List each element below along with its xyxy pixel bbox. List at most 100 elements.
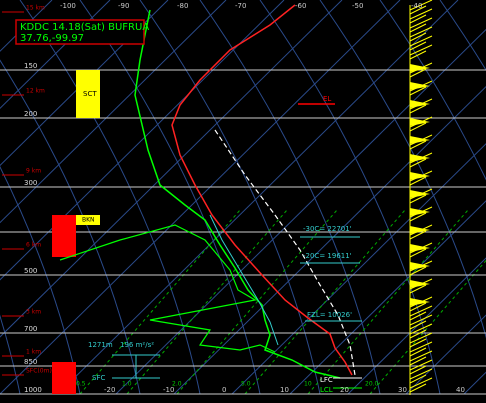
mixing-ratio-line bbox=[369, 259, 486, 395]
mixing-ratio-label: 10 bbox=[304, 381, 312, 388]
station-title: KDDC 14.18(Sat) BUFRUA bbox=[20, 22, 149, 33]
dewpoint-line bbox=[134, 9, 341, 379]
isotherm bbox=[0, 0, 285, 281]
barb bbox=[409, 224, 433, 240]
barb bbox=[409, 368, 433, 384]
barb bbox=[409, 98, 433, 114]
isotherm bbox=[0, 0, 111, 110]
level-label: LCL bbox=[320, 386, 333, 394]
isotherm bbox=[405, 314, 486, 395]
cloud-bar bbox=[52, 362, 76, 394]
pressure-label: 850 bbox=[24, 358, 37, 366]
temp-label: -90 bbox=[118, 2, 129, 10]
dry-adiabat bbox=[319, 0, 486, 339]
cloud-label: SCT bbox=[83, 90, 97, 98]
barb bbox=[409, 242, 433, 258]
barb bbox=[409, 206, 433, 222]
dry-adiabat bbox=[79, 0, 261, 395]
temp-label: -40 bbox=[411, 2, 422, 10]
temp-label: -60 bbox=[295, 2, 306, 10]
barb bbox=[409, 152, 433, 168]
level-label: FZL= 10026' bbox=[307, 311, 352, 319]
virtual-temp-line bbox=[209, 214, 279, 346]
height-label: 9 km bbox=[26, 168, 41, 175]
temp-label: 40 bbox=[456, 386, 465, 394]
height-label: 12 km bbox=[26, 88, 45, 95]
isotherm bbox=[0, 0, 169, 167]
isotherm bbox=[0, 0, 343, 338]
temp-label: 20 bbox=[340, 386, 349, 394]
parcel-line bbox=[214, 129, 356, 376]
dry-adiabat bbox=[0, 59, 141, 395]
barb bbox=[409, 296, 433, 312]
isotherm bbox=[0, 0, 401, 395]
temp-label: -20 bbox=[104, 386, 115, 394]
barb bbox=[409, 188, 433, 204]
barb bbox=[409, 80, 433, 96]
temp-label: 10 bbox=[280, 386, 289, 394]
barb bbox=[409, 377, 433, 393]
el-label: EL bbox=[323, 95, 331, 103]
barb bbox=[409, 350, 433, 366]
barb bbox=[409, 134, 433, 150]
mixing-ratio-line bbox=[244, 209, 406, 395]
temp-label: -70 bbox=[235, 2, 246, 10]
pressure-label: 1000 bbox=[24, 386, 42, 394]
dry-adiabat bbox=[439, 0, 486, 71]
dry-adiabat bbox=[0, 165, 81, 395]
mixing-ratio-label: 20.0 bbox=[365, 381, 379, 388]
mixing-ratio-label: 1.0 bbox=[122, 381, 132, 388]
barb bbox=[409, 332, 433, 348]
barb bbox=[409, 8, 433, 24]
dry-adiabat bbox=[139, 0, 321, 395]
barb bbox=[409, 116, 433, 132]
barb bbox=[409, 359, 433, 375]
height-label: 1 km bbox=[26, 349, 41, 356]
level-label: SFC bbox=[92, 374, 105, 382]
isotherm bbox=[289, 200, 486, 395]
mixing-ratio-line bbox=[176, 209, 338, 395]
pressure-label: 700 bbox=[24, 325, 37, 333]
pressure-label: 150 bbox=[24, 62, 37, 70]
temp-label: -10 bbox=[163, 386, 174, 394]
isotherm bbox=[115, 28, 486, 395]
height-label: SFC(0m) bbox=[26, 368, 52, 375]
barb bbox=[409, 278, 433, 294]
isotherm bbox=[231, 143, 486, 395]
temperature-line bbox=[171, 4, 353, 376]
mixing-ratio-label: 5.0 bbox=[241, 381, 251, 388]
temp-label: -80 bbox=[177, 2, 188, 10]
pressure-label: 500 bbox=[24, 267, 37, 275]
barb bbox=[409, 341, 433, 357]
temp-label: -50 bbox=[352, 2, 363, 10]
mixing-ratio-line bbox=[126, 209, 288, 395]
height-label: 6 km bbox=[26, 242, 41, 249]
barb bbox=[409, 314, 433, 330]
dry-adiabat bbox=[0, 314, 21, 395]
barb bbox=[409, 305, 433, 321]
level-label: 1271m bbox=[88, 341, 113, 349]
mixing-ratio-line bbox=[79, 209, 241, 395]
barb bbox=[409, 35, 433, 51]
barb bbox=[409, 26, 433, 42]
mixing-ratio-line bbox=[307, 209, 469, 395]
pressure-label: 300 bbox=[24, 179, 37, 187]
temp-label: 30 bbox=[398, 386, 407, 394]
level-label: LFC bbox=[320, 376, 333, 384]
temp-label: 0 bbox=[222, 386, 226, 394]
height-label: 15 km bbox=[26, 5, 45, 12]
barb bbox=[409, 17, 433, 33]
wetbulb-line bbox=[59, 224, 276, 353]
isotherm bbox=[0, 0, 227, 224]
level-label: 196 m²/s² bbox=[120, 341, 154, 349]
temp-label: -100 bbox=[60, 2, 76, 10]
cloud-bar bbox=[76, 215, 100, 225]
height-label: 3 km bbox=[26, 309, 41, 316]
title-box bbox=[15, 19, 145, 45]
barb bbox=[409, 62, 433, 78]
dry-adiabat bbox=[379, 0, 486, 181]
dry-adiabat bbox=[19, 0, 201, 395]
barb bbox=[409, 323, 433, 339]
